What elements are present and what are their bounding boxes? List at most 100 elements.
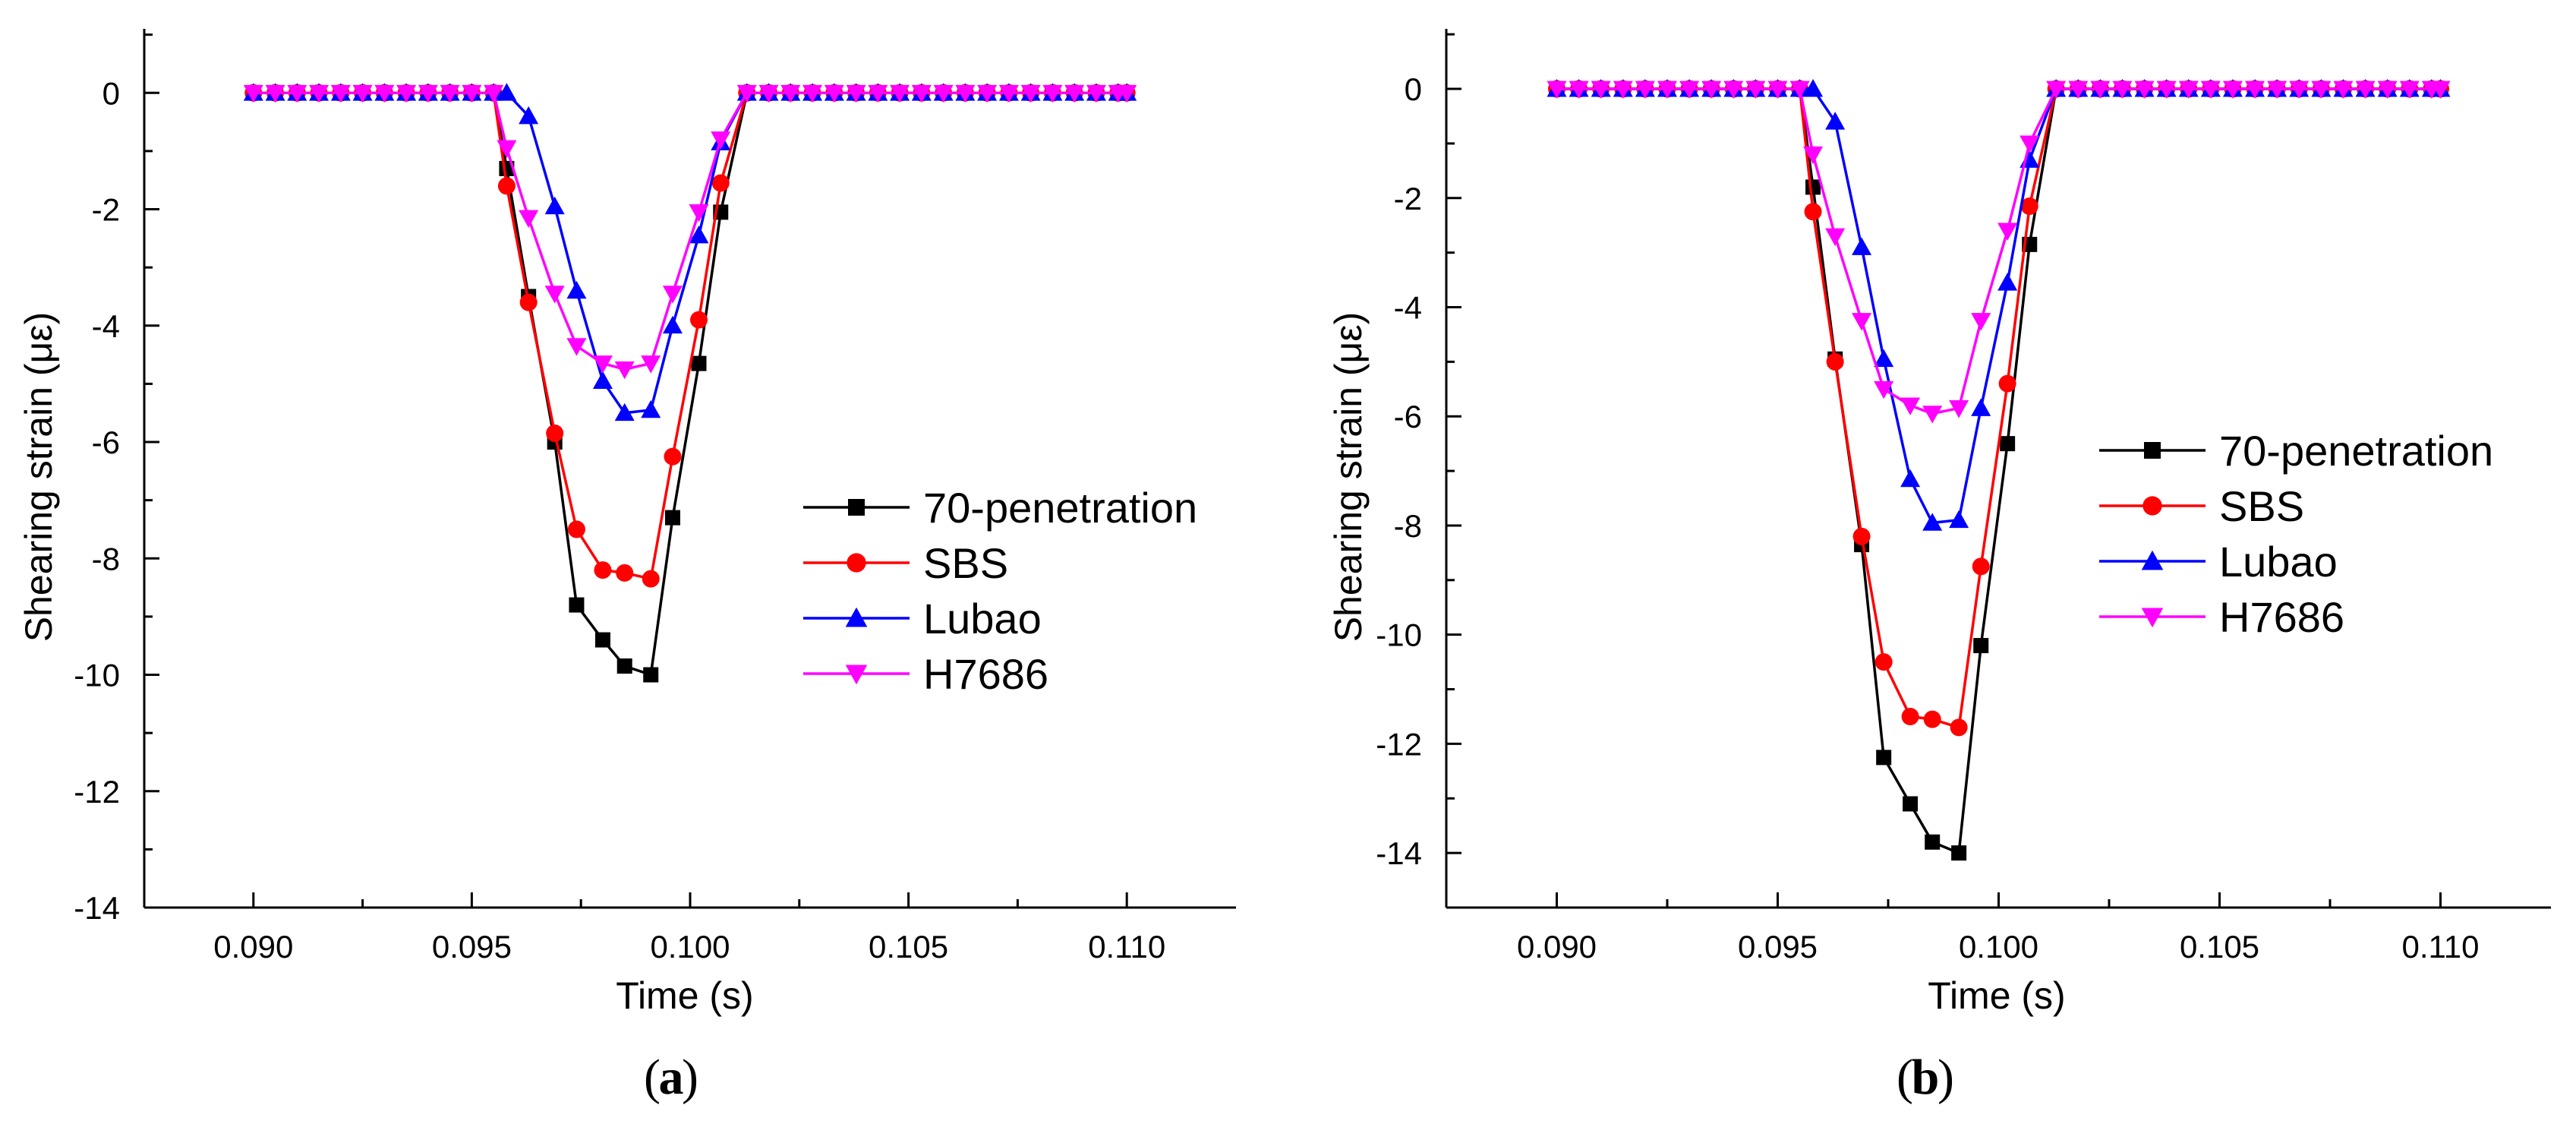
data-point xyxy=(569,597,585,613)
x-tick-label: 0.105 xyxy=(869,929,948,965)
panel-label-letter: b xyxy=(1912,1050,1940,1105)
data-point xyxy=(2377,81,2398,99)
legend-marker xyxy=(845,665,868,685)
y-tick-label: -6 xyxy=(92,425,120,460)
x-tick-label: 0.105 xyxy=(2180,929,2259,965)
data-point xyxy=(1903,796,1919,812)
data-point xyxy=(614,403,635,422)
data-point xyxy=(1064,84,1085,103)
legend-label: H7686 xyxy=(2219,593,2344,641)
legend-marker xyxy=(847,553,866,573)
data-point xyxy=(1900,469,1921,488)
data-point xyxy=(1805,179,1821,195)
data-point xyxy=(592,355,613,374)
legend-item-lubao: Lubao xyxy=(803,595,1042,643)
data-point xyxy=(1803,79,1824,97)
data-point xyxy=(2112,81,2133,99)
data-point xyxy=(544,286,565,304)
data-point xyxy=(352,84,373,103)
data-point xyxy=(519,106,539,125)
data-point xyxy=(1547,81,1567,99)
data-point xyxy=(2245,81,2265,99)
data-point xyxy=(977,84,998,103)
data-point xyxy=(566,280,587,299)
data-point xyxy=(1020,84,1041,103)
data-point xyxy=(1950,718,1968,737)
legend-label: SBS xyxy=(2219,482,2304,530)
legend-label: SBS xyxy=(923,539,1008,587)
data-point xyxy=(566,338,587,356)
plot-area: 0.090 0.095 0.100 0.105 0.110 0 -2 -4 -6 -8 -10 -12… xyxy=(1376,29,2551,965)
data-point xyxy=(2289,81,2310,99)
data-point xyxy=(1701,81,1722,99)
legend-label: 70-penetration xyxy=(923,484,1197,532)
y-tick-label: -8 xyxy=(1394,508,1422,544)
data-point xyxy=(1789,81,1810,99)
data-point xyxy=(664,510,680,526)
x-tick-label: 0.100 xyxy=(650,929,730,965)
data-point xyxy=(440,84,460,103)
data-point xyxy=(2200,81,2221,99)
data-point xyxy=(1997,273,2018,291)
data-point xyxy=(396,84,417,103)
data-point xyxy=(890,84,910,103)
data-point xyxy=(374,84,395,103)
data-point xyxy=(1042,84,1063,103)
legend-label: Lubao xyxy=(2219,538,2338,586)
data-point xyxy=(616,564,634,582)
data-point xyxy=(1922,513,1943,531)
panel-caption: ( b ) xyxy=(1897,1050,1954,1105)
legend: 70-penetration SBS Lubao H7686 xyxy=(2099,427,2493,641)
data-point xyxy=(711,131,731,150)
data-point xyxy=(1874,349,1894,368)
y-axis-title: Shearing strain (με) xyxy=(1327,312,1370,643)
data-point xyxy=(1971,313,1991,331)
panel-caption: ( a ) xyxy=(644,1050,698,1105)
panel-label-letter: a xyxy=(659,1050,684,1105)
data-point xyxy=(614,361,635,380)
data-point xyxy=(1951,845,1967,861)
x-tick-label: 0.095 xyxy=(1738,929,1818,965)
data-point xyxy=(243,84,263,103)
legend-marker xyxy=(845,607,868,627)
data-point xyxy=(265,84,285,103)
x-axis-title: Time (s) xyxy=(616,974,753,1017)
y-axis-title: Shearing strain (με) xyxy=(17,312,60,643)
data-point xyxy=(1874,653,1893,671)
data-point xyxy=(868,84,888,103)
axes: 0.090 0.095 0.100 0.105 0.110 0 -2 -4 -6 -8 -10 -12… xyxy=(1376,29,2551,965)
data-point xyxy=(544,196,565,215)
chart-panel-b: 0.090 0.095 0.100 0.105 0.110 0 -2 -4 -6 -8 -10 -12… xyxy=(1327,29,2551,1105)
data-point xyxy=(1901,707,1919,725)
data-point xyxy=(1767,81,1788,99)
data-point xyxy=(1745,81,1766,99)
data-point xyxy=(1998,374,2016,393)
legend-item-h7686: H7686 xyxy=(2099,593,2344,641)
data-point xyxy=(1826,352,1844,371)
series-70-penetration xyxy=(245,85,1135,683)
legend-marker xyxy=(848,499,865,516)
series-line-h7686 xyxy=(1556,87,2441,415)
x-tick-label: 0.090 xyxy=(213,929,293,965)
legend-label: H7686 xyxy=(923,650,1048,698)
data-point xyxy=(1723,81,1744,99)
legend-label: Lubao xyxy=(923,595,1042,643)
y-tick-label: -10 xyxy=(74,658,120,693)
y-tick-label: -14 xyxy=(1376,835,1422,871)
data-point xyxy=(462,84,482,103)
data-point xyxy=(2046,81,2067,99)
y-tick-label: -6 xyxy=(1394,399,1422,434)
data-point xyxy=(616,658,632,674)
legend-item-sbs: SBS xyxy=(803,539,1008,587)
data-point xyxy=(2355,81,2376,99)
data-point xyxy=(2399,81,2420,99)
data-point xyxy=(309,84,329,103)
y-tick-label: 0 xyxy=(102,75,120,111)
data-point xyxy=(1086,84,1106,103)
legend-marker xyxy=(2144,442,2161,459)
data-point xyxy=(1997,223,2018,241)
series-line-h7686 xyxy=(253,91,1127,371)
data-point xyxy=(330,84,351,103)
data-point xyxy=(1949,510,1969,529)
